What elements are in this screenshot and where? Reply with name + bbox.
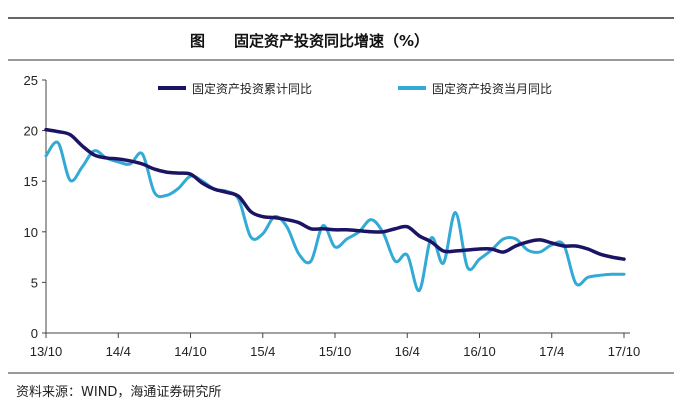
chart-title: 固定资产投资同比增速（%） — [234, 32, 429, 50]
x-tick-label: 17/4 — [539, 344, 564, 359]
x-tick-label: 15/10 — [319, 344, 352, 359]
y-tick-label: 5 — [31, 275, 38, 290]
x-tick-label: 17/10 — [608, 344, 641, 359]
y-tick-label: 20 — [24, 124, 38, 139]
x-tick-label: 14/10 — [174, 344, 207, 359]
legend-label-cumulative: 固定资产投资累计同比 — [192, 81, 312, 96]
series-line-monthly — [44, 140, 626, 293]
series-line-cumulative — [44, 127, 626, 261]
source-note: 资料来源：WIND，海通证券研究所 — [16, 384, 221, 400]
legend-label-monthly: 固定资产投资当月同比 — [432, 81, 552, 96]
y-tick-label: 0 — [31, 326, 38, 341]
x-ticks: 13/10 14/4 14/10 15/4 15/10 16/4 16/10 17/4 17/1… — [30, 333, 641, 359]
series-lines — [44, 127, 626, 293]
y-tick-label: 25 — [24, 73, 38, 88]
y-tick-label: 10 — [24, 225, 38, 240]
y-ticks: 0 5 10 15 20 25 — [24, 73, 46, 341]
y-tick-label: 15 — [24, 174, 38, 189]
x-tick-label: 13/10 — [30, 344, 63, 359]
x-tick-label: 14/4 — [106, 344, 131, 359]
x-tick-label: 16/4 — [395, 344, 420, 359]
x-tick-label: 16/10 — [463, 344, 496, 359]
x-tick-label: 15/4 — [250, 344, 275, 359]
figure-label: 图 — [190, 32, 205, 50]
legend: 固定资产投资累计同比 固定资产投资当月同比 — [158, 81, 552, 96]
